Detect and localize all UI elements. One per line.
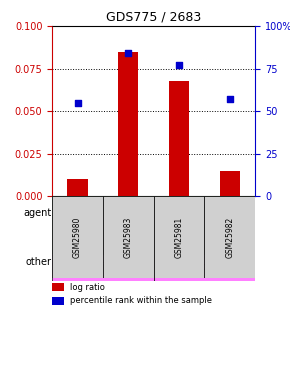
Text: GSM25983: GSM25983: [124, 216, 133, 258]
Point: [126, 50, 130, 56]
Text: typical: typical: [87, 262, 119, 273]
FancyBboxPatch shape: [52, 254, 154, 281]
Point: [177, 62, 182, 68]
FancyBboxPatch shape: [154, 196, 204, 279]
FancyBboxPatch shape: [103, 196, 154, 254]
Point: [227, 96, 232, 102]
FancyBboxPatch shape: [52, 196, 103, 279]
Text: quetiapi
ne: quetiapi ne: [215, 219, 244, 232]
Text: thioridazin
e: thioridazin e: [110, 219, 147, 232]
Text: GSM25981: GSM25981: [175, 217, 184, 258]
Point: [75, 100, 80, 106]
FancyBboxPatch shape: [52, 196, 103, 254]
Bar: [169, 81, 189, 196]
Text: percentile rank within the sample: percentile rank within the sample: [70, 296, 213, 305]
Title: GDS775 / 2683: GDS775 / 2683: [106, 11, 201, 24]
Text: GSM25982: GSM25982: [225, 217, 234, 258]
Text: agent: agent: [23, 209, 51, 218]
Bar: [52, 297, 64, 305]
Text: olanzap
ine: olanzap ine: [166, 219, 193, 232]
FancyBboxPatch shape: [154, 196, 204, 254]
Text: GSM25980: GSM25980: [73, 216, 82, 258]
FancyBboxPatch shape: [103, 196, 154, 279]
Bar: [67, 179, 88, 196]
Bar: [118, 52, 139, 196]
Text: atypical: atypical: [185, 262, 224, 273]
FancyBboxPatch shape: [154, 254, 255, 281]
FancyBboxPatch shape: [204, 196, 255, 254]
Bar: [220, 171, 240, 196]
Bar: [52, 284, 64, 291]
FancyBboxPatch shape: [204, 196, 255, 279]
Text: log ratio: log ratio: [70, 283, 105, 292]
Text: other: other: [25, 257, 51, 267]
Text: chlorprom
azwine: chlorprom azwine: [60, 219, 95, 232]
